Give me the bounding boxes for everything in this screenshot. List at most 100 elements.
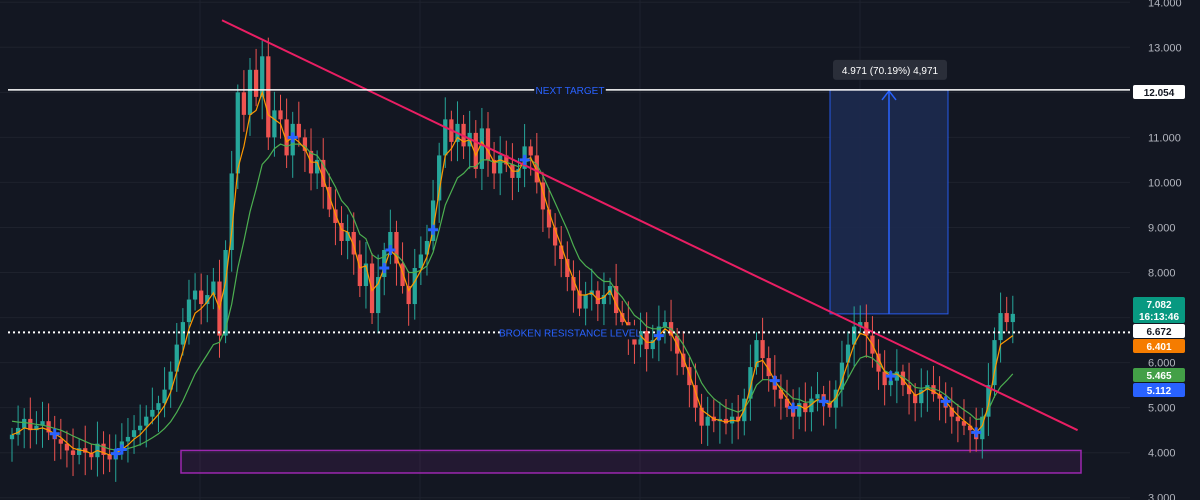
candle-body — [64, 443, 70, 451]
candle-body — [955, 416, 961, 422]
candle-body — [662, 322, 668, 327]
axis-bg — [1130, 0, 1200, 500]
measure-box[interactable]: 4.971 (70.19%) 4,971 — [829, 59, 949, 315]
candle-body — [540, 182, 546, 210]
candle-body — [693, 385, 698, 408]
candle-body — [705, 416, 710, 426]
axis-tick-label: 11.000 — [1148, 132, 1181, 144]
candle-body — [888, 380, 893, 386]
candle-body — [211, 281, 216, 296]
axis-tick-label: 10.000 — [1148, 177, 1182, 189]
candle-body — [748, 367, 753, 399]
price-tag-label: 7.082 — [1146, 300, 1171, 311]
candle-body — [89, 452, 94, 458]
axis-tick-label: 5.000 — [1148, 403, 1176, 415]
candle-body — [595, 290, 600, 305]
candle-body — [504, 155, 509, 165]
support-zone-rect — [180, 449, 1082, 474]
axis-tick-label: 4.000 — [1148, 448, 1176, 460]
candle-body — [620, 313, 625, 323]
candle-body — [125, 436, 131, 442]
candle-body — [778, 389, 784, 399]
signal-marker — [116, 444, 127, 455]
candle-body — [723, 418, 729, 424]
candle-body — [986, 385, 991, 417]
signal-marker — [49, 428, 60, 439]
candle-body — [327, 186, 332, 210]
candle-body — [199, 290, 204, 305]
candle-body — [138, 425, 143, 431]
signal-marker — [653, 330, 664, 341]
candle-body — [144, 416, 149, 426]
candle-body — [839, 362, 845, 390]
candle-body — [967, 425, 973, 431]
price-tag — [1133, 383, 1185, 397]
candle-body — [192, 290, 198, 300]
trendline-group[interactable] — [221, 19, 1079, 432]
candle-body — [815, 394, 820, 399]
candle-body — [1010, 313, 1015, 323]
candle-body — [388, 231, 393, 250]
candle-body — [22, 418, 27, 428]
price-tag — [1133, 339, 1185, 353]
moving-averages — [11, 90, 1014, 456]
candle-body — [284, 119, 289, 156]
candle-body — [571, 277, 576, 291]
price-tag-countdown: 16:13:46 — [1139, 312, 1179, 323]
axis-tick-label: 3.000 — [1148, 493, 1176, 500]
price-tag — [1133, 324, 1185, 338]
candle-body — [992, 340, 997, 386]
candle-body — [937, 394, 942, 399]
axis-tick-label: 6.000 — [1148, 358, 1176, 370]
candle-body — [754, 340, 759, 368]
candle-body — [247, 69, 253, 115]
candle-body — [150, 409, 155, 417]
candle-body — [498, 155, 503, 174]
candle-body — [174, 344, 179, 372]
candle-body — [180, 322, 186, 345]
candle-body — [1004, 313, 1009, 323]
candle-body — [394, 231, 399, 264]
candle-body — [534, 155, 539, 183]
price-tag — [1133, 85, 1185, 99]
signal-marker — [788, 402, 799, 413]
candle-body — [40, 421, 45, 426]
price-axis[interactable]: 14.00013.00012.00011.00010.0009.0008.000… — [1130, 0, 1200, 500]
candle-body — [601, 295, 607, 305]
level-label-bg — [534, 82, 606, 97]
candle-body — [485, 128, 491, 160]
measure-label: 4.971 (70.19%) 4,971 — [842, 66, 939, 77]
candle-body — [998, 313, 1003, 341]
candle-body — [766, 358, 771, 377]
candle-body — [614, 286, 619, 314]
candle-body — [827, 403, 832, 408]
signal-marker — [379, 263, 390, 274]
candle-body — [565, 259, 570, 278]
candle-body — [70, 450, 76, 455]
axis-tick-label: 14.000 — [1148, 0, 1182, 9]
candle-body — [803, 403, 808, 413]
candle-body — [376, 277, 381, 314]
candle-body — [845, 344, 851, 363]
candle-body — [583, 295, 588, 309]
candle-body — [156, 403, 161, 410]
candle-body — [357, 254, 362, 287]
candle-body — [223, 250, 228, 336]
candle-body — [266, 56, 271, 138]
horizontal-levels[interactable]: NEXT TARGET BROKEN RESISTANCE LEVEL — [8, 82, 1130, 340]
candle-body — [577, 290, 582, 309]
candle-body — [644, 331, 649, 350]
candle-body — [241, 92, 247, 115]
signal-marker — [385, 245, 396, 255]
price-tag — [1133, 368, 1185, 382]
candle-body — [9, 434, 15, 440]
ema-orange-line — [11, 90, 1014, 456]
axis-tick-label: 13.000 — [1148, 42, 1182, 54]
candle-body — [314, 159, 320, 174]
signal-marker — [769, 375, 780, 386]
candle-body — [168, 371, 173, 390]
candle-body — [681, 353, 686, 368]
candle-body — [650, 340, 655, 350]
